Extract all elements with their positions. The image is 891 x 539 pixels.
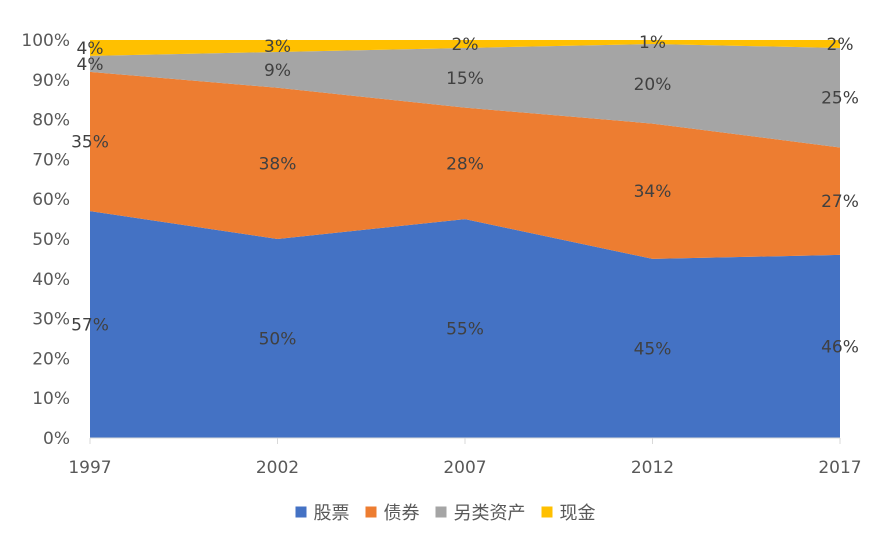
y-tick-label: 50% xyxy=(32,230,70,250)
x-tick-label: 2017 xyxy=(818,458,861,478)
legend-label: 另类资产 xyxy=(454,503,526,524)
data-label: 55% xyxy=(446,320,484,340)
legend: 股票 债券 另类资产 现金 xyxy=(295,503,596,524)
data-label: 27% xyxy=(821,192,859,212)
y-tick-label: 60% xyxy=(32,190,70,210)
data-label: 35% xyxy=(71,132,109,152)
axes-layer: 1997 2002 2007 2012 2017 0% 10% 20% 30% 40% 50% 60%… xyxy=(21,31,861,478)
y-tick-label: 70% xyxy=(32,150,70,170)
legend-swatch xyxy=(295,506,307,518)
data-label: 15% xyxy=(446,69,484,89)
data-label: 2% xyxy=(452,35,479,55)
y-tick-label: 20% xyxy=(32,349,70,369)
area-series-3 xyxy=(90,40,840,56)
data-label: 1% xyxy=(639,33,666,53)
area-series-2 xyxy=(90,43,840,148)
data-label: 45% xyxy=(634,339,672,359)
data-label: 20% xyxy=(634,75,672,95)
legend-swatch xyxy=(365,506,377,518)
y-tick-label: 90% xyxy=(32,71,70,91)
x-tick-label: 2012 xyxy=(631,458,674,478)
legend-label: 股票 xyxy=(314,503,350,524)
y-tick-label: 80% xyxy=(32,111,70,131)
legend-label: 债券 xyxy=(384,503,420,524)
area-series-0 xyxy=(90,211,840,438)
y-tick-label: 10% xyxy=(32,389,70,409)
legend-label: 现金 xyxy=(560,503,596,524)
data-label: 57% xyxy=(71,316,109,336)
data-label-layer: 57% 50% 55% 45% 46% 35% 38% 28% 34% 27% 4% 9% 15% 20%… xyxy=(71,33,859,359)
data-label: 9% xyxy=(264,61,291,81)
area-series-1 xyxy=(90,71,840,259)
y-tick-label: 30% xyxy=(32,310,70,330)
data-label: 46% xyxy=(821,337,859,357)
y-tick-label: 0% xyxy=(43,429,70,449)
area-layer xyxy=(90,40,840,438)
data-label: 2% xyxy=(827,35,854,55)
data-label: 34% xyxy=(634,182,672,202)
y-tick-label: 40% xyxy=(32,270,70,290)
data-label: 4% xyxy=(77,55,104,75)
data-label: 50% xyxy=(259,330,297,350)
legend-swatch xyxy=(435,506,447,518)
y-tick-label: 100% xyxy=(21,31,70,51)
data-label: 28% xyxy=(446,154,484,174)
data-label: 25% xyxy=(821,89,859,109)
x-tick-label: 2002 xyxy=(256,458,299,478)
data-label: 4% xyxy=(77,39,104,59)
data-label: 38% xyxy=(259,154,297,174)
x-tick-label: 2007 xyxy=(443,458,486,478)
data-label: 3% xyxy=(264,37,291,57)
legend-swatch xyxy=(541,506,553,518)
x-tick-label: 1997 xyxy=(68,458,111,478)
